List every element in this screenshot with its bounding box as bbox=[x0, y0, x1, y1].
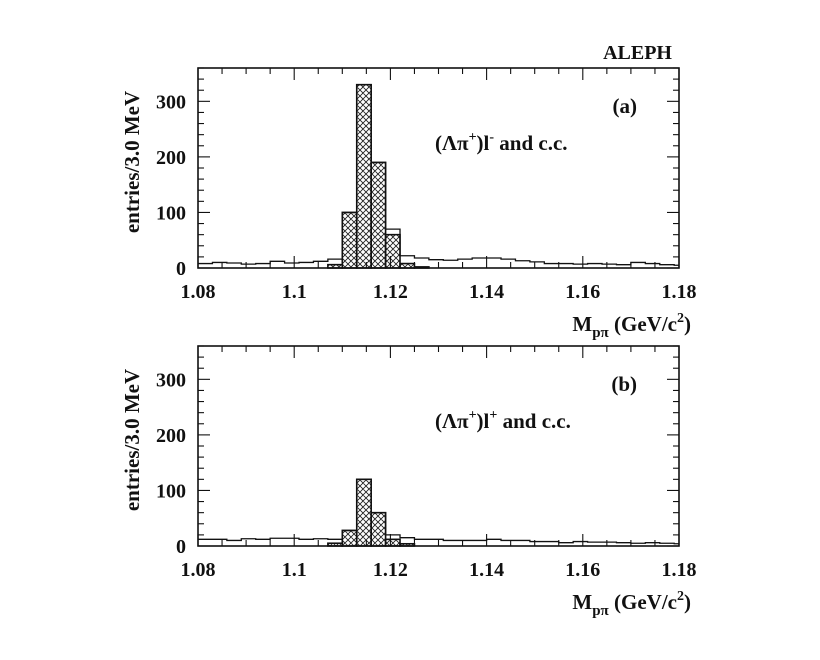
x-axis-label: Mpπ (GeV/c2) bbox=[572, 589, 691, 619]
panel-label: (a) bbox=[613, 94, 638, 118]
y-tick-label: 100 bbox=[156, 480, 186, 502]
signal-bar bbox=[384, 233, 401, 269]
x-tick-label: 1.08 bbox=[181, 559, 216, 581]
signal-bar bbox=[370, 511, 387, 547]
panel-annotation: (Λπ+)l- and c.c. bbox=[435, 130, 568, 155]
panel-label: (b) bbox=[611, 372, 637, 396]
x-tick-label: 1.12 bbox=[373, 559, 408, 581]
x-tick-label: 1.16 bbox=[565, 281, 600, 303]
signal-bar bbox=[355, 83, 372, 269]
panel-b: 1.08 1.1 1.12 1.14 1.16 1.18 0 100 200 300 entries… bbox=[120, 345, 697, 619]
y-axis-label: entries/3.0 MeV bbox=[120, 91, 144, 233]
panel-annotation: (Λπ+)l+ and c.c. bbox=[435, 408, 571, 433]
x-axis-label: Mpπ (GeV/c2) bbox=[572, 311, 691, 341]
signal-bar bbox=[384, 538, 401, 547]
signal-bar bbox=[341, 529, 358, 547]
x-tick-label: 1.08 bbox=[181, 281, 216, 303]
signal-bar bbox=[355, 478, 372, 547]
plot-frame bbox=[197, 345, 680, 547]
x-tick-label: 1.12 bbox=[373, 281, 408, 303]
x-tick-label: 1.18 bbox=[662, 559, 697, 581]
x-tick-label: 1.18 bbox=[662, 281, 697, 303]
x-tick-label: 1.16 bbox=[565, 559, 600, 581]
figure-label: ALEPH bbox=[603, 42, 672, 64]
panel-a: 1.08 1.1 1.12 1.14 1.16 1.18 0 100 200 300 entries… bbox=[120, 67, 697, 341]
total-histogram-line bbox=[198, 84, 679, 266]
y-tick-label: 0 bbox=[176, 536, 186, 558]
signal-bar bbox=[341, 211, 358, 269]
y-axis-label: entries/3.0 MeV bbox=[120, 369, 144, 511]
total-histogram-line bbox=[198, 478, 679, 545]
y-tick-label: 300 bbox=[156, 91, 186, 113]
y-tick-label: 0 bbox=[176, 258, 186, 280]
y-tick-label: 300 bbox=[156, 369, 186, 391]
y-tick-label: 200 bbox=[156, 425, 186, 447]
y-tick-label: 100 bbox=[156, 202, 186, 224]
signal-bar bbox=[370, 161, 387, 269]
x-tick-label: 1.14 bbox=[469, 281, 504, 303]
plot-frame bbox=[197, 67, 680, 269]
x-tick-label: 1.14 bbox=[469, 559, 504, 581]
x-tick-label: 1.1 bbox=[282, 281, 307, 303]
y-tick-label: 200 bbox=[156, 147, 186, 169]
x-tick-label: 1.1 bbox=[282, 559, 307, 581]
